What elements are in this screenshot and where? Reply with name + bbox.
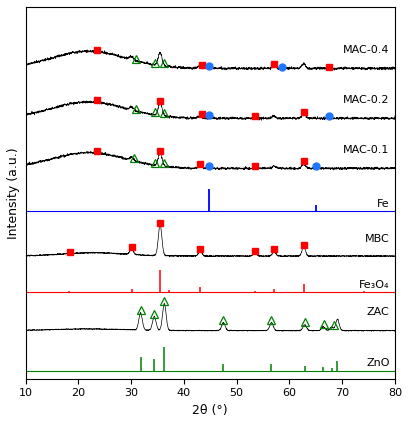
Text: ZAC: ZAC — [367, 307, 390, 318]
Text: MAC-0.4: MAC-0.4 — [343, 45, 390, 55]
Text: ZnO: ZnO — [366, 358, 390, 368]
Text: Fe: Fe — [377, 199, 390, 209]
Text: MAC-0.2: MAC-0.2 — [343, 95, 390, 105]
Text: Fe₃O₄: Fe₃O₄ — [359, 280, 390, 290]
Text: MAC-0.1: MAC-0.1 — [343, 145, 390, 155]
Text: MBC: MBC — [365, 234, 390, 244]
X-axis label: 2θ (°): 2θ (°) — [192, 404, 228, 417]
Y-axis label: Intensity (a.u.): Intensity (a.u.) — [7, 147, 20, 239]
